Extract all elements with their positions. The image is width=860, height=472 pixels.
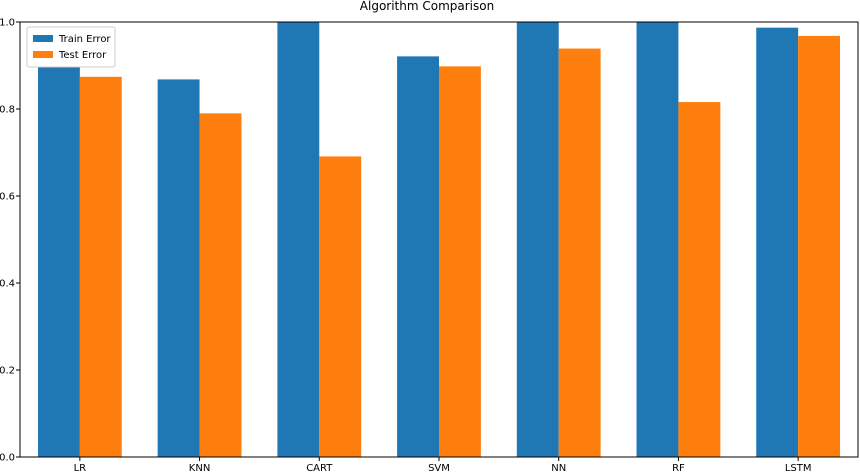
- x-tick-label: SVM: [428, 463, 450, 472]
- legend-label: Test Error: [58, 50, 107, 61]
- x-tick-label: KNN: [189, 463, 211, 472]
- x-axis: LR KNN CART SVM NN RF LSTM: [74, 457, 812, 472]
- x-tick-label: LR: [74, 463, 87, 472]
- bar-knn-test-error: [199, 113, 242, 457]
- x-tick-label: CART: [306, 463, 333, 472]
- bar-cart-train-error: [277, 22, 320, 457]
- bar-rf-train-error: [636, 22, 679, 457]
- bar-knn-train-error: [157, 79, 200, 458]
- y-tick-label: 0.6: [0, 192, 15, 203]
- bars-group: [37, 22, 841, 458]
- bar-rf-test-error: [678, 102, 721, 457]
- y-tick-label: 0.8: [0, 105, 15, 116]
- legend: Train Error Test Error: [26, 26, 116, 68]
- legend-label: Train Error: [58, 34, 111, 45]
- bar-svm-train-error: [397, 56, 439, 458]
- bar-cart-test-error: [319, 156, 362, 458]
- bar-nn-test-error: [558, 48, 601, 457]
- bar-lstm-train-error: [756, 27, 799, 457]
- legend-swatch: [33, 35, 53, 42]
- y-tick-label: 0.0: [0, 453, 15, 464]
- bar-nn-train-error: [516, 22, 559, 457]
- x-tick-label: LSTM: [785, 463, 812, 472]
- y-tick-label: 0.2: [0, 366, 15, 377]
- legend-box: [26, 26, 116, 68]
- bar-lr-test-error: [79, 76, 122, 457]
- legend-swatch: [33, 51, 53, 58]
- x-tick-label: NN: [551, 463, 566, 472]
- bar-svm-test-error: [439, 66, 481, 458]
- bar-lr-train-error: [37, 66, 80, 457]
- bar-lstm-test-error: [798, 35, 841, 458]
- chart-title: Algorithm Comparison: [360, 0, 494, 13]
- x-tick-label: RF: [672, 463, 685, 472]
- y-tick-label: 1.0: [0, 18, 15, 29]
- y-tick-label: 0.4: [0, 279, 15, 290]
- y-axis: 0.0 0.2 0.4 0.6 0.8 1.0: [0, 18, 20, 464]
